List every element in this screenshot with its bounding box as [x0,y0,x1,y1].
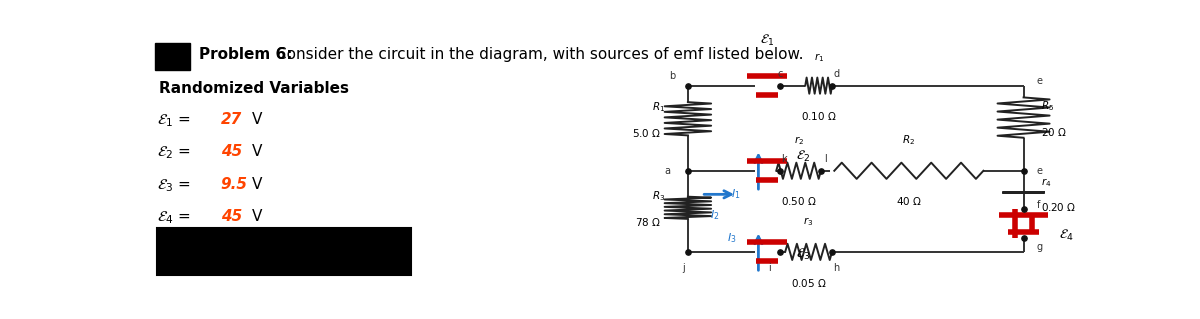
Text: 0.20 $\Omega$: 0.20 $\Omega$ [1042,201,1076,212]
Text: h: h [834,263,840,273]
Text: 27: 27 [221,112,242,127]
Text: d: d [834,69,840,79]
Text: 0.10 $\Omega$: 0.10 $\Omega$ [800,110,836,122]
Text: 5.0 $\Omega$: 5.0 $\Omega$ [632,127,661,139]
Text: $R_2$: $R_2$ [902,133,916,147]
Text: b: b [670,71,676,81]
Text: $R_1$: $R_1$ [653,100,666,114]
Text: $I_2$: $I_2$ [710,209,719,222]
Text: 0.05 $\Omega$: 0.05 $\Omega$ [791,277,827,288]
Text: $\mathcal{E}_4$: $\mathcal{E}_4$ [1060,228,1074,243]
Text: $\mathcal{E}_1$ =: $\mathcal{E}_1$ = [157,112,191,129]
Text: V: V [252,209,263,224]
Text: g: g [1037,242,1043,252]
Text: $r_3$: $r_3$ [804,215,814,228]
FancyBboxPatch shape [157,228,412,275]
Text: $R_5$: $R_5$ [1042,99,1055,113]
Text: $\mathcal{E}_2$: $\mathcal{E}_2$ [797,149,811,164]
Text: c: c [778,69,782,79]
Text: a: a [664,166,670,176]
Text: $r_1$: $r_1$ [814,51,823,64]
Text: 78 $\Omega$: 78 $\Omega$ [635,216,661,228]
Text: V: V [252,145,263,160]
Text: $\mathcal{E}_3$ =: $\mathcal{E}_3$ = [157,177,191,194]
Text: $\mathcal{E}_1$: $\mathcal{E}_1$ [760,33,774,48]
Text: 9.5: 9.5 [221,177,247,192]
Text: 45: 45 [221,145,242,160]
Text: $R_3$: $R_3$ [653,189,666,203]
Text: V: V [252,177,263,192]
Text: $\mathcal{E}_4$ =: $\mathcal{E}_4$ = [157,209,191,226]
Text: 45: 45 [221,209,242,224]
Text: $I_1$: $I_1$ [731,188,740,201]
Text: e: e [1037,76,1043,86]
Text: $\mathcal{E}_2$ =: $\mathcal{E}_2$ = [157,145,191,161]
Text: e: e [1037,166,1043,176]
Text: l: l [824,154,827,164]
Text: f: f [1037,200,1040,210]
Text: j: j [682,263,685,273]
Text: Randomized Variables: Randomized Variables [160,80,349,95]
Text: k: k [781,154,787,164]
Text: $\mathcal{E}_3$: $\mathcal{E}_3$ [797,247,811,262]
Text: 0.50 $\Omega$: 0.50 $\Omega$ [781,196,816,207]
Text: Problem 6:: Problem 6: [199,48,293,63]
FancyBboxPatch shape [155,43,190,70]
Text: V: V [252,112,263,127]
Text: 20 $\Omega$: 20 $\Omega$ [1042,126,1067,138]
Text: 40 $\Omega$: 40 $\Omega$ [896,196,922,207]
Text: i: i [768,263,770,273]
Text: $r_4$: $r_4$ [1042,177,1052,189]
Text: $I_3$: $I_3$ [727,231,737,245]
Text: Consider the circuit in the diagram, with sources of emf listed below.: Consider the circuit in the diagram, wit… [276,48,804,63]
Text: $r_2$: $r_2$ [793,134,804,146]
